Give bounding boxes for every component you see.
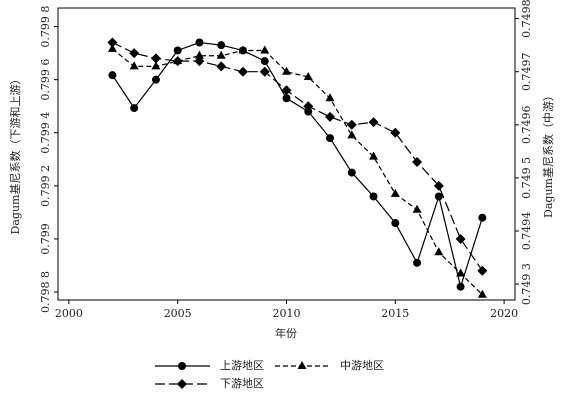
marker xyxy=(347,168,356,177)
marker xyxy=(390,127,401,138)
marker xyxy=(369,192,378,201)
marker xyxy=(478,213,487,222)
x-tick-label: 2005 xyxy=(164,307,192,320)
marker xyxy=(281,85,292,96)
marker xyxy=(282,94,291,103)
y2-tick-label: 0.7496 xyxy=(520,106,533,145)
marker xyxy=(195,38,204,47)
marker xyxy=(412,156,423,167)
marker xyxy=(456,268,466,277)
marker xyxy=(391,219,400,228)
marker xyxy=(326,134,335,143)
marker xyxy=(412,204,422,213)
legend-label: 下游地区 xyxy=(220,377,264,390)
marker xyxy=(194,50,204,59)
y2-tick-label: 0.7494 xyxy=(520,212,533,251)
marker xyxy=(107,43,117,52)
marker xyxy=(151,75,160,84)
y2-tick-label: 0.7497 xyxy=(520,52,533,91)
marker xyxy=(238,45,248,54)
y-tick-label: 0.799 6 xyxy=(39,59,52,101)
marker xyxy=(216,50,226,59)
marker xyxy=(477,289,487,298)
marker xyxy=(434,247,444,256)
marker xyxy=(173,46,182,55)
x-tick-label: 2010 xyxy=(273,307,301,320)
legend-label: 上游地区 xyxy=(220,359,264,372)
marker xyxy=(217,41,226,50)
marker xyxy=(455,233,466,244)
marker xyxy=(304,107,313,116)
marker xyxy=(433,180,444,191)
x-axis-title: 年份 xyxy=(275,326,297,340)
series-line xyxy=(112,41,483,272)
legend-label: 中游地区 xyxy=(340,359,384,372)
y2-tick-label: 0.749 3 xyxy=(520,263,533,305)
marker xyxy=(368,117,379,128)
marker xyxy=(260,57,269,66)
marker xyxy=(477,265,488,276)
marker xyxy=(303,101,314,112)
x-tick-label: 2020 xyxy=(490,307,518,320)
marker xyxy=(150,53,161,64)
marker xyxy=(325,111,336,122)
marker xyxy=(390,188,400,197)
marker xyxy=(297,361,307,369)
marker xyxy=(107,37,118,48)
plot-frame xyxy=(57,7,516,301)
marker xyxy=(259,66,270,77)
marker xyxy=(346,119,357,130)
y-tick-label: 0.799 8 xyxy=(39,6,52,48)
marker xyxy=(178,362,186,370)
marker xyxy=(194,56,205,67)
marker xyxy=(151,61,161,70)
marker xyxy=(260,45,270,54)
marker xyxy=(237,66,248,77)
marker xyxy=(282,66,291,75)
y-tick-label: 0.799 2 xyxy=(39,165,52,207)
y-tick-label: 0.799 4 xyxy=(39,112,52,154)
marker xyxy=(129,48,140,59)
marker xyxy=(456,282,465,291)
marker xyxy=(325,93,335,102)
y-tick-label: 0.798 8 xyxy=(39,271,52,313)
y-tick-label: 0.799 xyxy=(39,223,52,255)
y2-axis-title: Dagum基尼系数（中游） xyxy=(542,90,555,218)
marker xyxy=(177,379,187,389)
series-line xyxy=(112,48,483,296)
x-tick-label: 2000 xyxy=(55,307,83,320)
x-tick-label: 2015 xyxy=(381,307,409,320)
marker xyxy=(172,56,183,67)
marker xyxy=(108,71,117,80)
marker xyxy=(434,192,443,201)
marker xyxy=(369,151,379,160)
marker xyxy=(303,72,313,81)
marker xyxy=(130,104,139,113)
marker xyxy=(347,130,357,139)
marker xyxy=(216,61,227,72)
marker xyxy=(129,61,139,70)
series-line xyxy=(111,41,483,289)
y2-tick-label: 0.749 5 xyxy=(520,157,533,199)
y-axis-title: Dagum基尼系数（下游和上游） xyxy=(9,74,22,235)
y2-tick-label: 0.7498 xyxy=(520,0,533,38)
marker xyxy=(413,258,422,267)
